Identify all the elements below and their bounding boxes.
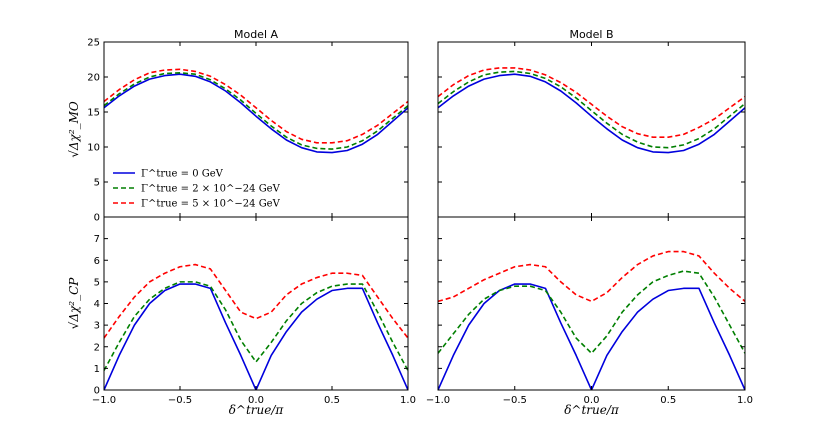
model-a-mo-series-gamma-0 <box>104 73 408 154</box>
model-a-cp-xtick-label: 0.5 <box>324 395 340 406</box>
model-a-mo-panel: 0 5 10 15 20 25 <box>87 38 409 224</box>
x-axis-label-model-b: δ^true/π <box>564 403 620 417</box>
model-b-cp-xtick-label: 0.5 <box>660 395 676 406</box>
model-b-mo-frame <box>437 41 746 218</box>
model-b-cp-series-gamma-0 <box>438 283 745 390</box>
model-a-mo-series-gamma-2e-24 <box>104 72 408 150</box>
model-a-cp-ytick-label: 0 <box>94 386 100 397</box>
x-axis-label-model-a: δ^true/π <box>229 403 285 417</box>
model-b-mo-series-gamma-0 <box>438 73 745 154</box>
model-a-cp-series-gamma-0 <box>104 283 408 390</box>
model-b-cp-xtick-label: −1.0 <box>426 395 450 406</box>
model-b-cp-series-gamma-5e-24 <box>438 250 745 303</box>
model-a-mo-series-gamma-5e-24 <box>104 68 408 144</box>
model-a-cp-ytick-label: 3 <box>94 321 100 332</box>
model-a-cp-ytick-label: 2 <box>94 342 100 353</box>
legend-label-2: Γ^true = 2 × 10^−24 GeV <box>141 184 281 195</box>
model-a-cp-series-gamma-2e-24 <box>104 281 408 371</box>
model-a-cp-panel: 0 1 2 3 4 5 6 7 −1.0 −0.5 0.0 0.5 1.0 <box>92 216 416 406</box>
model-b-mo-panel <box>437 41 746 218</box>
model-a-mo-ytick-label: 20 <box>87 73 100 84</box>
model-b-cp-xtick-label: −0.5 <box>503 395 527 406</box>
model-a-cp-xtick-label: 1.0 <box>400 395 416 406</box>
model-a-cp-xtick-label: 0.0 <box>248 395 264 406</box>
column-title-model-a: Model A <box>234 28 279 41</box>
model-a-cp-ytick-label: 5 <box>94 277 100 288</box>
model-a-cp-xtick-label: −1.0 <box>92 395 116 406</box>
model-a-cp-ytick-label: 1 <box>94 364 100 375</box>
model-b-cp-panel: −1.0 −0.5 0.0 0.5 1.0 <box>426 216 753 406</box>
column-title-model-b: Model B <box>569 28 613 41</box>
model-a-cp-ytick-label: 7 <box>94 234 100 245</box>
model-a-mo-ytick-label: 25 <box>87 38 100 49</box>
model-a-cp-ytick-label: 6 <box>94 256 100 267</box>
model-b-cp-series-gamma-2e-24 <box>438 270 745 355</box>
legend-label-1: Γ^true = 0 GeV <box>141 169 224 180</box>
model-a-mo-ytick-label: 5 <box>94 178 100 189</box>
y-axis-label-mo: √Δχ²_MO <box>67 101 81 158</box>
model-a-cp-series-gamma-5e-24 <box>104 263 408 339</box>
model-b-mo-series-gamma-2e-24 <box>438 70 745 149</box>
model-a-mo-ytick-label: 10 <box>87 143 100 154</box>
legend: Γ^true = 0 GeV Γ^true = 2 × 10^−24 GeV Γ^t… <box>113 169 281 210</box>
model-a-cp-xtick-label: −0.5 <box>168 395 192 406</box>
model-a-cp-ytick-label: 4 <box>94 299 100 310</box>
model-b-cp-xtick-label: 0.0 <box>584 395 600 406</box>
y-axis-label-cp: √Δχ²_CP <box>67 277 81 330</box>
model-a-mo-ytick-label: 15 <box>87 108 100 119</box>
model-b-cp-xtick-label: 1.0 <box>737 395 753 406</box>
model-b-mo-series-gamma-5e-24 <box>438 67 745 138</box>
model-a-mo-ytick-label: 0 <box>94 213 100 224</box>
legend-label-3: Γ^true = 5 × 10^−24 GeV <box>141 199 281 210</box>
